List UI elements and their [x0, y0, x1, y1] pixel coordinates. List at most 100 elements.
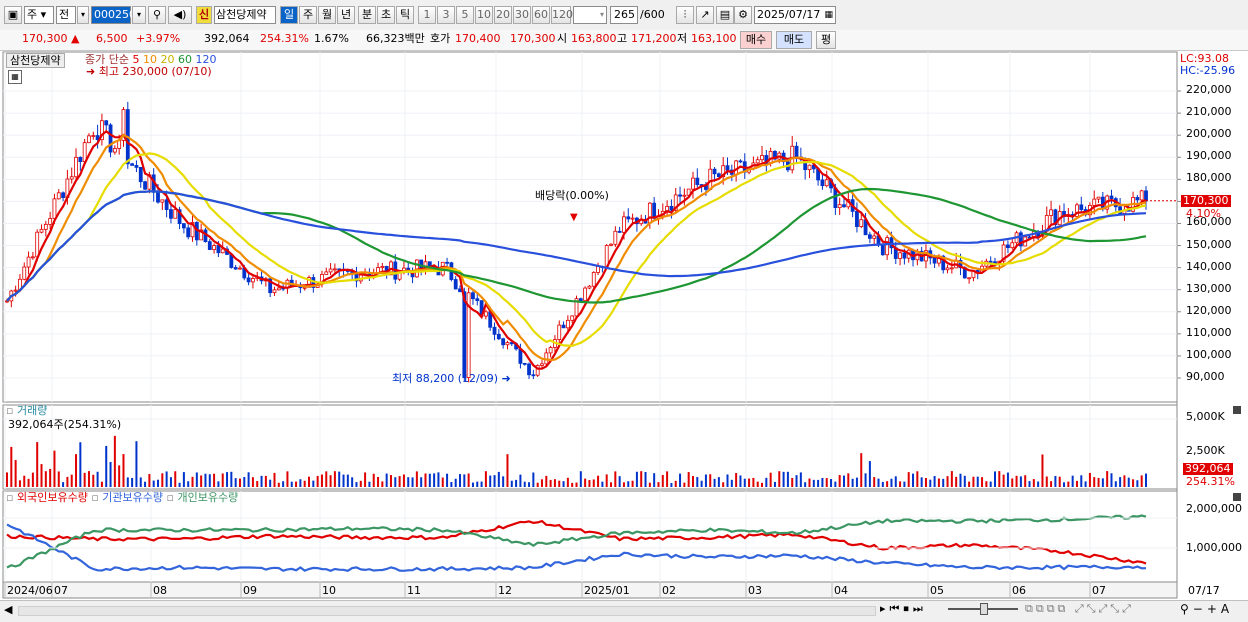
ma-10-label: 10: [142, 53, 157, 66]
eval-button[interactable]: 평: [816, 31, 836, 49]
candle-body: [540, 363, 544, 366]
search-icon[interactable]: ⚲: [148, 6, 166, 24]
layout-icon[interactable]: ▣: [4, 6, 22, 24]
bar-count-input[interactable]: 265: [610, 6, 638, 24]
stock-name-field[interactable]: 삼천당제약: [214, 6, 276, 24]
volume-bar: [890, 478, 893, 487]
volume-bar: [799, 472, 802, 487]
volume-bar: [208, 474, 211, 487]
volume-bar: [773, 481, 776, 487]
save-icon[interactable]: ▤: [716, 6, 734, 24]
tf-week-button[interactable]: 주: [299, 6, 317, 24]
candle-body: [91, 135, 96, 137]
holding-panel-close-icon[interactable]: [1233, 493, 1241, 501]
volume-bar: [752, 477, 755, 487]
candle-body: [1018, 232, 1023, 247]
volume-bar: [476, 481, 479, 487]
volume-bar: [333, 471, 336, 487]
volume-bar: [497, 471, 500, 487]
interval-120-button[interactable]: 120: [551, 6, 573, 24]
zoom-slider-handle[interactable]: [980, 603, 988, 615]
volume-bar: [899, 481, 902, 487]
indicator-icon[interactable]: ↗: [696, 6, 714, 24]
interval-custom-select[interactable]: ▾: [573, 6, 607, 24]
price-tick-label: 220,000: [1186, 83, 1232, 97]
interval-30-button[interactable]: 30: [513, 6, 531, 24]
buy-button[interactable]: 매수: [740, 31, 772, 49]
gear-icon[interactable]: ⚙: [734, 6, 752, 24]
interval-3-button[interactable]: 3: [437, 6, 455, 24]
scrollbar-track[interactable]: [18, 606, 876, 616]
period-select[interactable]: 주 ▾: [24, 6, 54, 24]
candle-body: [100, 120, 104, 141]
sell-button[interactable]: 매도: [776, 31, 812, 49]
volume-bar: [113, 435, 116, 487]
candle-body: [626, 216, 631, 220]
volume-bar: [1041, 454, 1044, 487]
volume-bar: [1006, 472, 1009, 487]
volume-panel-close-icon[interactable]: [1233, 406, 1241, 414]
volume-bar: [118, 465, 121, 487]
candle-body: [945, 267, 950, 271]
price-tick-label: 130,000: [1186, 281, 1232, 295]
volume-bar: [894, 476, 897, 487]
tf-year-button[interactable]: 년: [337, 6, 355, 24]
volume-bar: [1028, 481, 1031, 487]
volume-bar: [955, 476, 958, 487]
candle-body: [380, 266, 385, 268]
high-label: 고: [617, 32, 628, 45]
interval-5-button[interactable]: 5: [456, 6, 474, 24]
volume-bar: [679, 473, 682, 487]
volume-bar: [765, 477, 768, 487]
volume-bar: [588, 480, 591, 487]
volume-bar: [1011, 478, 1014, 487]
scroll-left-icon[interactable]: ◀: [4, 603, 13, 616]
date-input[interactable]: 2025/07/17 ▦: [754, 6, 836, 24]
tf-day-button[interactable]: 일: [280, 6, 298, 24]
volume-bar: [1106, 471, 1109, 487]
zoom-icons[interactable]: ⚲−+A: [1180, 602, 1234, 616]
volume-bar: [912, 473, 915, 487]
calendar-icon[interactable]: ▦: [824, 10, 833, 20]
chart-toggle-icon[interactable]: ▦: [8, 70, 22, 84]
tf-minute-button[interactable]: 분: [358, 6, 376, 24]
volume-bar: [66, 476, 69, 487]
low-price: 163,100: [691, 32, 737, 45]
interval-20-button[interactable]: 20: [494, 6, 512, 24]
tf-month-button[interactable]: 월: [318, 6, 336, 24]
candle-body: [842, 204, 846, 208]
candle-body: [609, 243, 613, 246]
interval-60-button[interactable]: 60: [532, 6, 550, 24]
prev-mode-field[interactable]: 전: [56, 6, 76, 24]
tf-tick-button[interactable]: 틱: [396, 6, 414, 24]
code-dropdown-icon[interactable]: ▾: [132, 6, 146, 24]
prev-mode-chevron-icon[interactable]: ▾: [77, 6, 89, 24]
new-stock-badge[interactable]: 신: [196, 6, 212, 24]
volume-bar: [226, 472, 229, 487]
candle-body: [78, 156, 83, 163]
volume-bar: [308, 476, 311, 487]
volume-bar: [605, 474, 608, 487]
interval-1-button[interactable]: 1: [418, 6, 436, 24]
candle-body: [276, 287, 281, 291]
volume-bar: [864, 473, 867, 487]
volume-bar: [87, 471, 90, 487]
speaker-icon[interactable]: ◀): [168, 6, 192, 24]
candle-body: [557, 324, 562, 340]
scroll-controls[interactable]: ▸⏮⏹⏭: [880, 602, 927, 615]
volume-bar: [1075, 480, 1078, 487]
volume-bar: [601, 481, 604, 487]
chart-type-icon[interactable]: ⫶: [676, 6, 694, 24]
current-price: 170,300 ▲: [22, 32, 80, 45]
tf-second-button[interactable]: 초: [377, 6, 395, 24]
volume-bar: [27, 478, 30, 487]
volume-bar: [558, 480, 561, 487]
candle-body: [867, 234, 872, 239]
volume-bar: [459, 474, 462, 487]
interval-10-button[interactable]: 10: [475, 6, 493, 24]
tool-icons[interactable]: ⧉⧉⧉⧉ ⤢⤡⤢⤡⤢: [1025, 602, 1134, 615]
stock-code-input[interactable]: 000250: [91, 6, 136, 24]
volume-bar: [70, 474, 73, 487]
volume-bar: [44, 471, 47, 487]
